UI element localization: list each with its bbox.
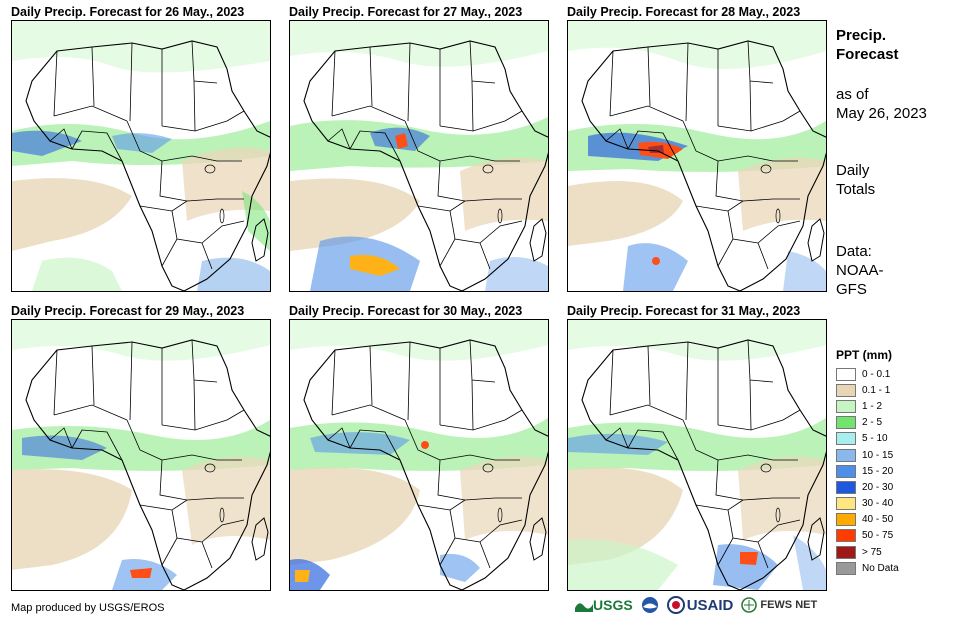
partner-logos: USGS USAID FEWS NET [575, 596, 825, 614]
as-of-block: as of May 26, 2023 [836, 85, 927, 123]
forecast-map-4 [11, 319, 271, 591]
map-credit: Map produced by USGS/EROS [11, 602, 165, 614]
as-of-date: May 26, 2023 [836, 105, 927, 122]
data-source-block: Data: NOAA- GFS [836, 242, 884, 299]
usaid-logo: USAID [666, 596, 734, 614]
legend-label: 0 - 0.1 [862, 368, 891, 380]
legend-label: 40 - 50 [862, 514, 894, 526]
as-of-label: as of [836, 86, 869, 103]
legend-label: 0.1 - 1 [862, 384, 891, 396]
totals-line1: Daily [836, 162, 870, 179]
forecast-map-2 [289, 20, 549, 292]
data-source-line3: GFS [836, 281, 867, 298]
legend-swatch [836, 497, 856, 511]
data-source-line2: NOAA- [836, 262, 884, 279]
usgs-logo: USGS [575, 597, 633, 613]
legend-swatch [836, 529, 856, 543]
forecast-map-1 [11, 20, 271, 292]
legend-swatch [836, 464, 856, 478]
legend-label: 2 - 5 [862, 417, 883, 429]
legend-item: > 75 [836, 544, 956, 560]
legend-label: No Data [862, 562, 899, 574]
legend-swatch [836, 448, 856, 462]
fews-globe-icon [741, 597, 758, 613]
noaa-globe-icon [641, 597, 658, 613]
legend-swatch [836, 545, 856, 559]
legend-item: 0 - 0.1 [836, 366, 956, 382]
legend-swatch [836, 367, 856, 381]
legend-label: 20 - 30 [862, 481, 894, 493]
data-source-line1: Data: [836, 243, 872, 260]
legend-item: 0.1 - 1 [836, 382, 956, 398]
legend: 0 - 0.1 0.1 - 1 1 - 2 2 - 5 5 - 10 10 - 15 15 … [836, 366, 956, 576]
legend-item: 2 - 5 [836, 415, 956, 431]
panel-title-4: Daily Precip. Forecast for 29 May., 2023 [11, 304, 245, 318]
legend-item: No Data [836, 560, 956, 576]
fews-logo-text: FEWS NET [760, 599, 818, 611]
side-title: Precip. Forecast [836, 26, 899, 64]
legend-item: 15 - 20 [836, 463, 956, 479]
legend-label: 30 - 40 [862, 498, 894, 510]
totals-line2: Totals [836, 181, 876, 198]
legend-item: 10 - 15 [836, 447, 956, 463]
forecast-map-6 [567, 319, 827, 591]
legend-item: 5 - 10 [836, 431, 956, 447]
legend-item: 1 - 2 [836, 398, 956, 414]
legend-item: 30 - 40 [836, 496, 956, 512]
legend-swatch [836, 416, 856, 430]
legend-label: > 75 [862, 546, 882, 558]
legend-swatch [836, 383, 856, 397]
legend-swatch [836, 561, 856, 575]
legend-item: 40 - 50 [836, 512, 956, 528]
legend-swatch [836, 399, 856, 413]
noaa-logo [641, 596, 659, 614]
legend-swatch [836, 513, 856, 527]
legend-label: 50 - 75 [862, 530, 894, 542]
legend-title: PPT (mm) [836, 348, 893, 362]
panel-title-3: Daily Precip. Forecast for 28 May., 2023 [567, 5, 801, 19]
side-title-line2: Forecast [836, 46, 899, 63]
totals-block: Daily Totals [836, 161, 875, 199]
usgs-logo-text: USGS [593, 597, 633, 613]
panel-title-2: Daily Precip. Forecast for 27 May., 2023 [289, 5, 523, 19]
legend-item: 20 - 30 [836, 479, 956, 495]
forecast-map-3 [567, 20, 827, 292]
panel-title-6: Daily Precip. Forecast for 31 May., 2023 [567, 304, 801, 318]
usgs-wave-icon [575, 603, 593, 612]
usaid-seal-icon [666, 596, 685, 614]
legend-label: 5 - 10 [862, 433, 888, 445]
panel-title-5: Daily Precip. Forecast for 30 May., 2023 [289, 304, 523, 318]
legend-label: 1 - 2 [862, 400, 883, 412]
side-title-line1: Precip. [836, 27, 887, 44]
usaid-logo-text: USAID [686, 596, 734, 614]
legend-label: 15 - 20 [862, 465, 894, 477]
panel-title-1: Daily Precip. Forecast for 26 May., 2023 [11, 5, 245, 19]
legend-item: 50 - 75 [836, 528, 956, 544]
legend-label: 10 - 15 [862, 449, 894, 461]
forecast-map-5 [289, 319, 549, 591]
legend-swatch [836, 480, 856, 494]
legend-swatch [836, 432, 856, 446]
fews-logo: FEWS NET [741, 597, 817, 613]
